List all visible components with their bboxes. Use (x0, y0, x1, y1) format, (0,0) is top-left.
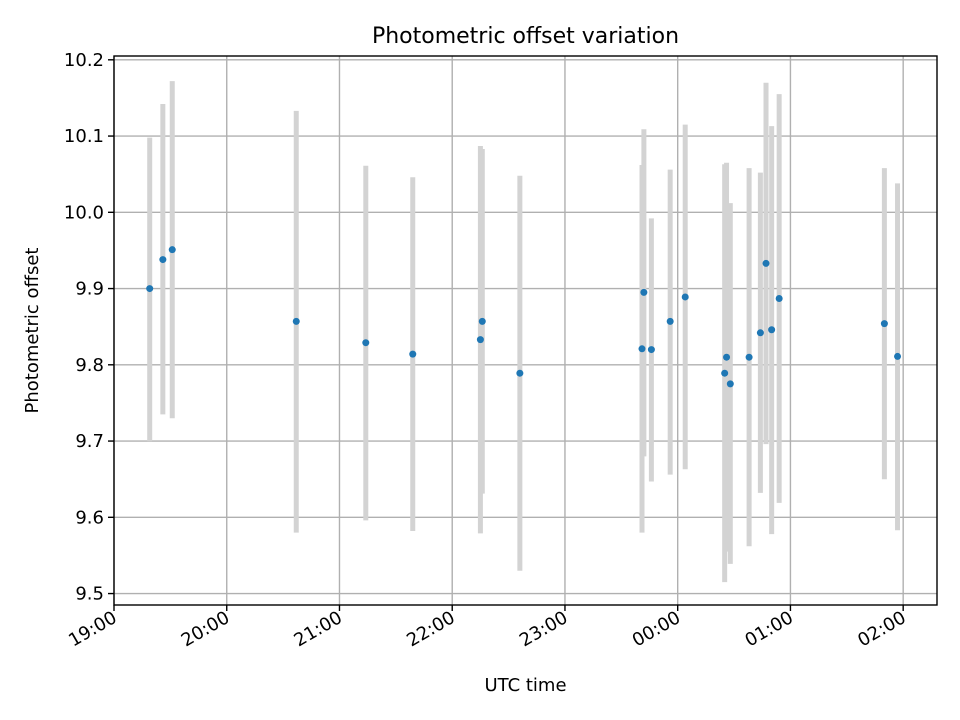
data-point (146, 285, 154, 293)
chart-title: Photometric offset variation (372, 24, 679, 49)
data-point (745, 353, 753, 361)
data-point (723, 353, 731, 361)
y-axis-label: Photometric offset (22, 248, 43, 414)
data-point (640, 288, 648, 296)
data-point (762, 259, 770, 267)
y-tick-label: 10.0 (64, 202, 104, 223)
y-tick-label: 9.8 (75, 355, 104, 376)
data-point (726, 380, 734, 388)
y-axis-ticks: 9.5 9.6 9.7 9.8 9.9 10.0 10.1 10.2 (64, 50, 114, 605)
data-point (159, 256, 167, 264)
data-point (292, 317, 300, 325)
data-point (775, 294, 783, 302)
data-point (756, 329, 764, 337)
x-tick-label: 22:00 (403, 607, 458, 651)
data-point (516, 369, 524, 377)
data-point (666, 317, 674, 325)
grid (113, 56, 937, 605)
data-point (880, 320, 888, 328)
data-point (478, 317, 486, 325)
data-point (647, 346, 655, 354)
x-tick-label: 19:00 (65, 607, 120, 651)
y-tick-label: 9.5 (75, 584, 104, 605)
x-axis-label: UTC time (484, 675, 566, 696)
x-tick-label: 01:00 (742, 607, 797, 651)
plot-frame (113, 55, 938, 606)
y-tick-label: 9.7 (75, 431, 104, 452)
data-point (894, 352, 902, 360)
x-tick-label: 00:00 (629, 607, 684, 651)
error-bars (147, 81, 901, 583)
x-tick-label: 20:00 (178, 607, 233, 651)
data-point (721, 369, 729, 377)
data-points (146, 246, 902, 388)
data-point (638, 345, 646, 353)
data-point (768, 326, 776, 334)
data-point (409, 350, 417, 358)
x-tick-label: 02:00 (854, 607, 909, 651)
data-point (362, 339, 370, 347)
y-tick-label: 9.6 (75, 507, 104, 528)
y-tick-label: 9.9 (75, 279, 104, 300)
data-point (168, 246, 176, 254)
x-tick-label: 23:00 (516, 607, 571, 651)
y-tick-label: 10.2 (64, 50, 104, 71)
data-point (681, 293, 689, 301)
data-point (476, 336, 484, 344)
y-tick-label: 10.1 (64, 126, 104, 147)
x-tick-label: 21:00 (291, 607, 346, 651)
x-axis-ticks: 19:00 20:00 21:00 22:00 23:00 00:00 01:00 02:00 (65, 605, 910, 651)
